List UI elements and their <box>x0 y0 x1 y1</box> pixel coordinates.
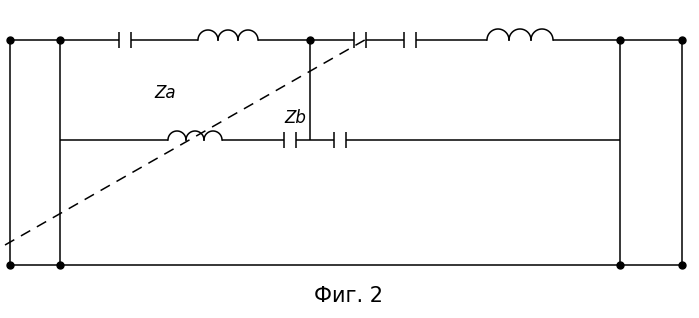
Text: Фиг. 2: Фиг. 2 <box>315 286 384 306</box>
Text: Za: Za <box>154 84 176 102</box>
Text: Zb: Zb <box>284 109 306 127</box>
